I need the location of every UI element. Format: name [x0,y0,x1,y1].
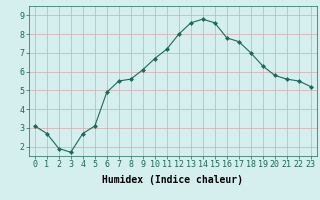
X-axis label: Humidex (Indice chaleur): Humidex (Indice chaleur) [102,175,243,185]
